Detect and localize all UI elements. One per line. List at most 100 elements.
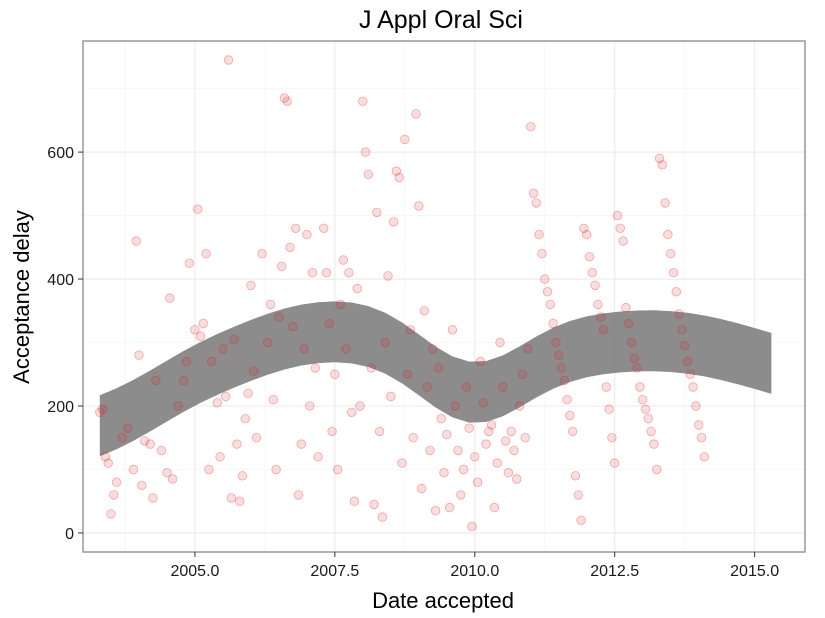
data-point: [475, 356, 486, 367]
data-point: [192, 204, 203, 214]
data-point: [528, 188, 539, 199]
data-point: [355, 401, 365, 411]
data-point: [492, 458, 502, 468]
data-point: [615, 223, 626, 234]
data-point: [442, 429, 452, 440]
data-point: [677, 325, 687, 335]
data-point: [682, 356, 693, 367]
data-point: [414, 201, 424, 211]
data-point: [263, 337, 273, 348]
data-point: [190, 325, 200, 335]
data-point: [162, 468, 172, 478]
data-point: [223, 55, 234, 65]
x-axis-title: Date accepted: [372, 588, 514, 613]
data-point: [565, 410, 575, 421]
data-point: [691, 401, 701, 411]
data-point: [433, 363, 444, 373]
data-point: [674, 309, 684, 319]
data-point: [696, 433, 707, 443]
data-point: [598, 325, 609, 335]
data-point: [293, 490, 304, 500]
data-point: [464, 423, 474, 433]
data-point: [699, 452, 710, 462]
data-point: [640, 404, 651, 414]
data-point: [165, 293, 175, 303]
data-point: [291, 223, 301, 234]
data-point: [629, 353, 640, 364]
data-point: [117, 433, 127, 443]
data-point: [344, 268, 354, 278]
data-point: [484, 426, 494, 437]
data-point: [338, 255, 349, 265]
data-point: [394, 172, 404, 183]
data-point: [257, 248, 267, 259]
data-point: [388, 217, 399, 227]
data-point: [517, 369, 528, 380]
data-point: [660, 198, 670, 208]
data-point: [542, 287, 553, 297]
data-point: [220, 391, 231, 402]
data-point: [330, 369, 340, 380]
data-point: [341, 344, 351, 354]
data-point: [568, 426, 578, 437]
data-point: [145, 439, 155, 449]
data-point: [405, 325, 416, 335]
data-point: [652, 464, 662, 475]
data-points: [95, 55, 710, 532]
data-point: [688, 382, 698, 392]
data-point: [248, 366, 259, 376]
confidence-band: [99, 301, 772, 457]
y-axis-title: Acceptance delay: [9, 210, 34, 384]
data-point: [467, 521, 477, 532]
data-point: [148, 493, 158, 503]
data-point: [299, 344, 309, 354]
y-tick-label: 0: [65, 526, 74, 543]
data-point: [400, 134, 410, 145]
data-point: [97, 404, 108, 414]
data-point: [358, 96, 368, 107]
data-point: [305, 401, 315, 411]
data-point: [310, 363, 321, 373]
x-tick-label: 2012.5: [590, 563, 639, 580]
data-point: [229, 334, 239, 345]
data-point: [167, 474, 178, 484]
data-point: [576, 515, 586, 526]
data-point: [621, 302, 631, 313]
data-point: [137, 480, 147, 491]
data-point: [181, 356, 192, 367]
data-point: [383, 271, 393, 281]
data-point: [246, 280, 256, 291]
data-point: [131, 236, 141, 246]
data-point: [461, 382, 472, 392]
y-tick-label: 200: [47, 399, 74, 416]
x-tick-label: 2007.5: [310, 563, 359, 580]
data-point: [657, 160, 668, 170]
data-point: [649, 439, 659, 449]
data-point: [531, 198, 542, 208]
data-point: [232, 439, 242, 449]
data-point: [534, 229, 544, 240]
smooth-band: [99, 301, 772, 457]
y-tick-label: 400: [47, 272, 74, 289]
data-point: [668, 268, 679, 278]
data-point: [402, 369, 413, 380]
data-point: [646, 426, 656, 437]
data-point: [593, 299, 603, 310]
data-point: [545, 299, 556, 310]
data-point: [178, 375, 189, 386]
data-point: [349, 496, 360, 506]
data-point: [456, 490, 466, 500]
data-point: [204, 464, 214, 475]
data-point: [486, 420, 497, 430]
data-point: [265, 299, 276, 310]
data-point: [321, 268, 332, 278]
data-point: [587, 268, 598, 278]
data-point: [439, 468, 449, 478]
data-point: [626, 337, 637, 348]
data-point: [347, 407, 357, 418]
plot-panel: [83, 41, 805, 552]
data-point: [472, 477, 483, 487]
data-point: [554, 350, 564, 360]
data-point: [277, 261, 287, 272]
data-point: [470, 452, 480, 462]
